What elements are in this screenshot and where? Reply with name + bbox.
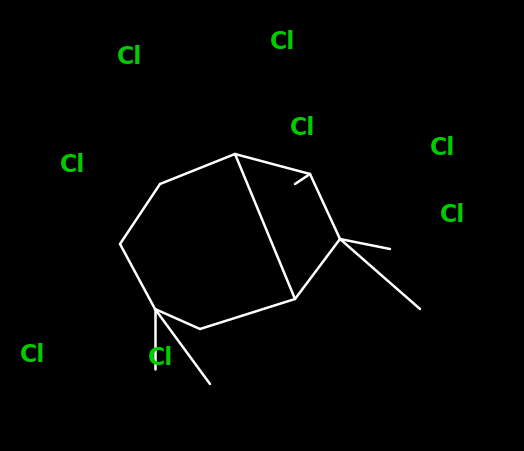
Text: Cl: Cl: [290, 116, 315, 140]
Text: Cl: Cl: [440, 202, 465, 226]
Text: Cl: Cl: [20, 342, 46, 366]
Text: Cl: Cl: [117, 45, 143, 69]
Text: Cl: Cl: [270, 30, 296, 54]
Text: Cl: Cl: [60, 152, 85, 177]
Text: Cl: Cl: [430, 136, 455, 160]
Text: Cl: Cl: [148, 345, 173, 369]
